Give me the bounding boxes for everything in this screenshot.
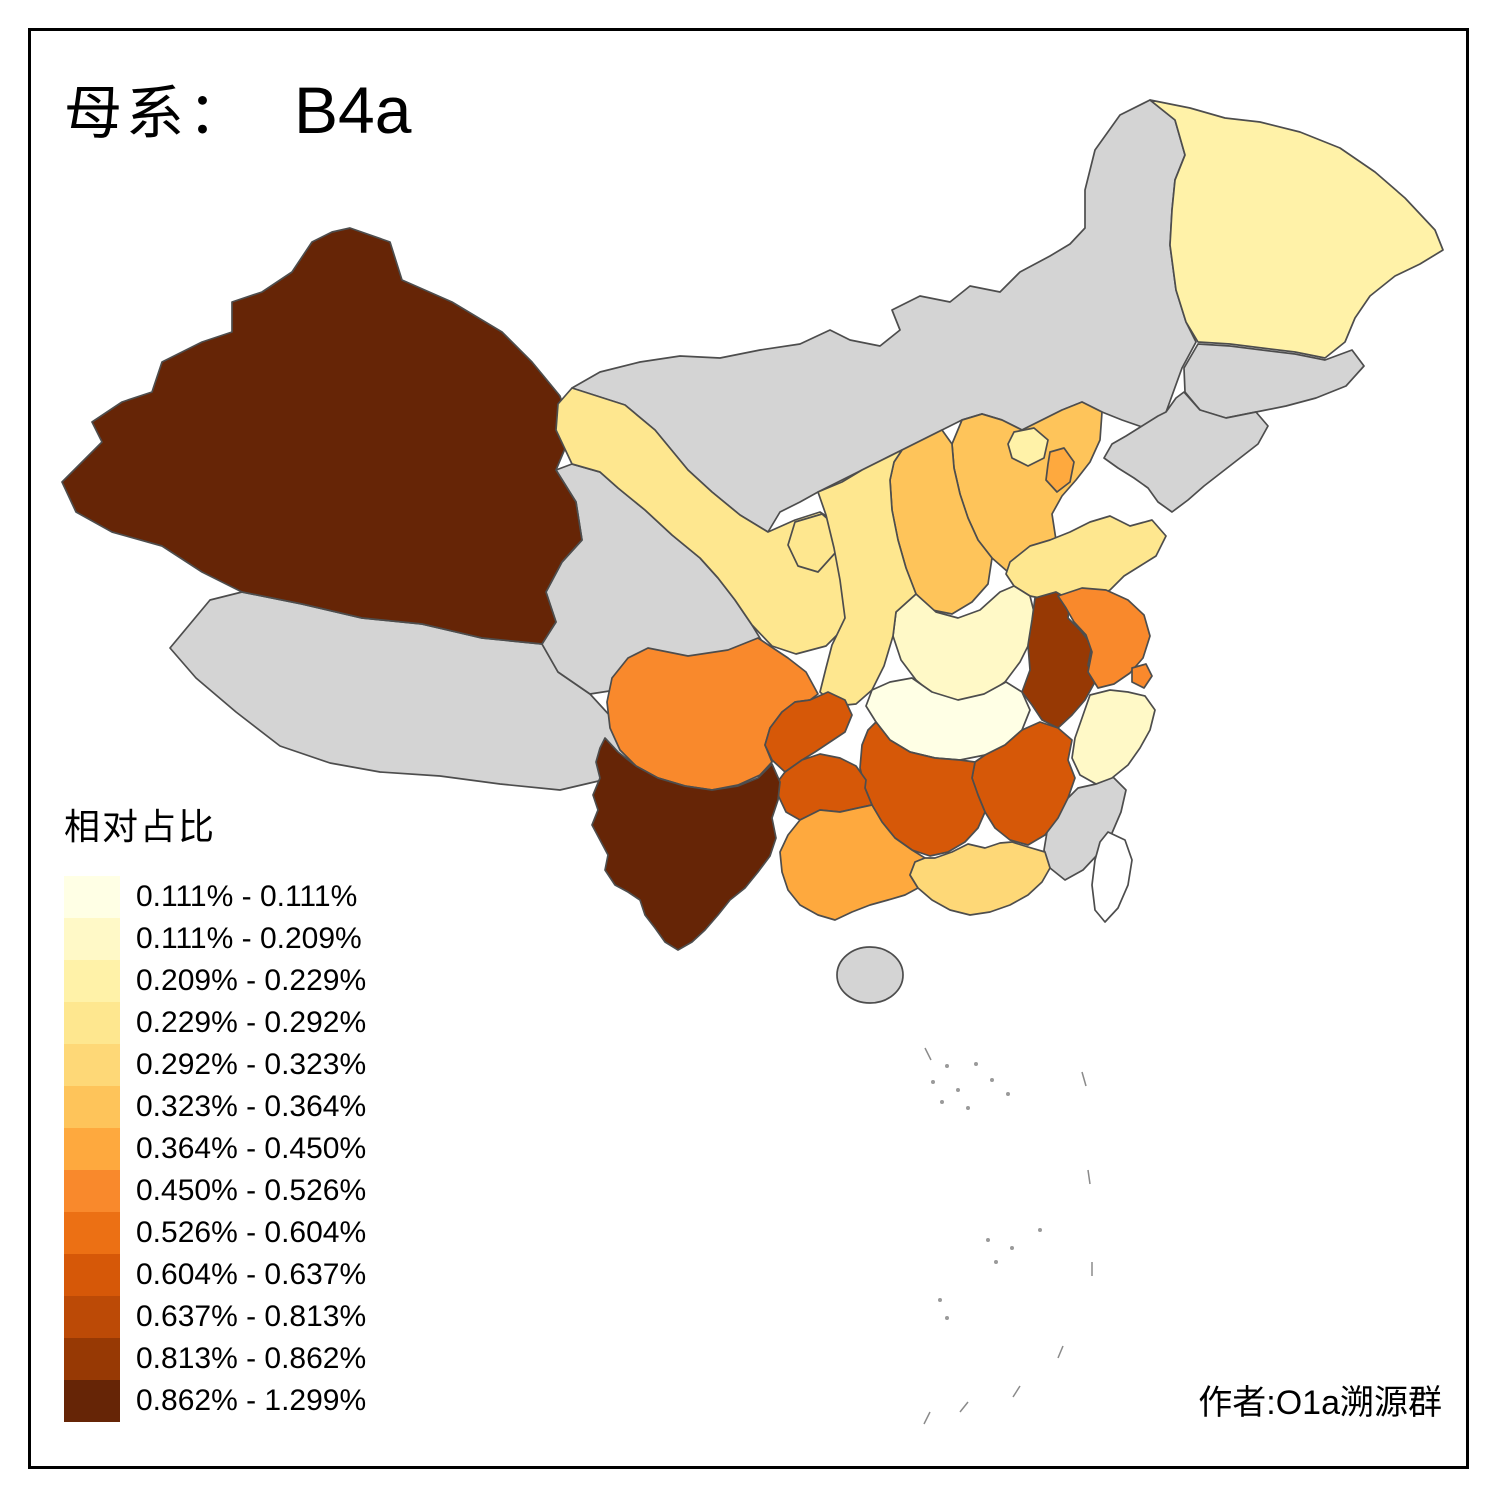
province-beijing [1007,427,1049,467]
province-gansu [555,387,863,655]
legend-label: 0.292% - 0.323% [136,1048,367,1081]
legend-item: 0.637% - 0.813% [64,1296,366,1338]
province-shanghai [1131,663,1153,689]
legend-label: 0.364% - 0.450% [136,1132,367,1165]
province-shaanxi [817,449,917,707]
legend-label: 0.111% - 0.111% [136,880,358,913]
legend-swatch [64,1128,120,1170]
legend-label: 0.229% - 0.292% [136,1006,367,1039]
legend-swatch [64,1002,120,1044]
province-tianjin [1045,447,1075,493]
province-ningxia [787,513,839,573]
title-haplogroup: B4a [294,73,412,147]
legend-swatch [64,1044,120,1086]
legend-swatch [64,1254,120,1296]
legend-title: 相对占比 [64,806,217,847]
legend-item: 0.450% - 0.526% [64,1170,366,1212]
province-guangxi [779,804,926,921]
legend-label: 0.526% - 0.604% [136,1216,367,1249]
legend-label: 0.813% - 0.862% [136,1342,367,1375]
province-zhejiang [1071,689,1156,785]
map-title: 母系： B4a [64,66,411,150]
province-sichuan [606,637,819,791]
legend-item: 0.292% - 0.323% [64,1044,366,1086]
title-prefix: 母系： [64,81,251,146]
legend-label: 0.862% - 1.299% [136,1384,367,1417]
legend-item: 0.364% - 0.450% [64,1128,366,1170]
province-heilongjiang [1149,99,1444,359]
legend-swatch [64,918,120,960]
legend-swatch [64,1296,120,1338]
province-taiwan [1091,831,1133,923]
south-china-sea-islands [923,1047,1093,1425]
province-henan [892,585,1036,703]
legend-swatch [64,1338,120,1380]
province-anhui [1021,591,1096,729]
legend: 相对占比 0.111% - 0.111% 0.111% - 0.209% 0.2… [64,798,366,1422]
legend-label: 0.450% - 0.526% [136,1174,367,1207]
legend-item: 0.813% - 0.862% [64,1338,366,1380]
province-guangdong [909,841,1051,916]
legend-label: 0.323% - 0.364% [136,1090,367,1123]
province-jilin [1183,343,1365,419]
legend-swatch [64,1380,120,1422]
legend-label: 0.637% - 0.813% [136,1300,367,1333]
province-xinjiang [61,227,583,645]
province-liaoning [1103,391,1269,513]
legend-swatch [64,1170,120,1212]
author-credit: 作者:O1a溯源群 [1198,1384,1442,1422]
legend-swatch [64,1212,120,1254]
legend-item: 0.323% - 0.364% [64,1086,366,1128]
legend-swatch [64,876,120,918]
legend-swatch [64,1086,120,1128]
legend-item: 0.111% - 0.111% [64,876,366,918]
province-jiangsu [1057,587,1151,689]
legend-item: 0.526% - 0.604% [64,1212,366,1254]
legend-item: 0.604% - 0.637% [64,1254,366,1296]
legend-label: 0.111% - 0.209% [136,922,362,955]
legend-item: 0.862% - 1.299% [64,1380,366,1422]
legend-label: 0.209% - 0.229% [136,964,367,997]
legend-label: 0.604% - 0.637% [136,1258,367,1291]
legend-item: 0.209% - 0.229% [64,960,366,1002]
legend-item: 0.111% - 0.209% [64,918,366,960]
legend-item: 0.229% - 0.292% [64,1002,366,1044]
province-hainan [836,946,904,1004]
province-shandong [1005,515,1167,607]
province-yunnan [591,737,781,951]
legend-swatch [64,960,120,1002]
